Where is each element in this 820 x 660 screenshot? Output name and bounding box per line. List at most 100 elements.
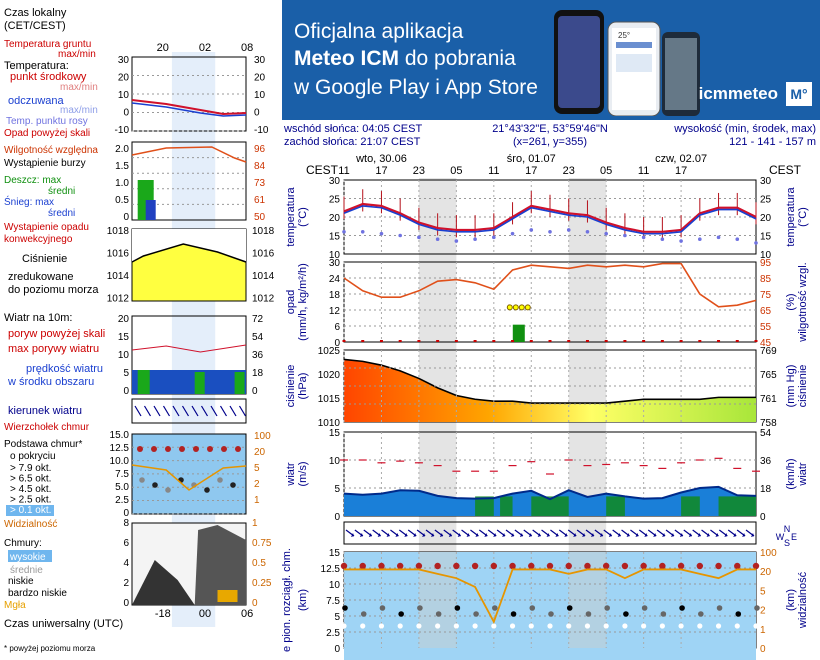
banner-brand: Meteo ICM (294, 47, 399, 70)
cloud-base-dot-18 (454, 605, 461, 611)
legend-top-tick-2: 08 (241, 42, 253, 54)
wind-arrowhead-6 (404, 533, 408, 537)
legend-vis-tick-0: 100 (254, 431, 271, 442)
legend-wind-tick-r-1: 54 (252, 332, 264, 343)
elevation-label: wysokość (min, środek, max) (673, 123, 816, 135)
cloud-base-dot-36 (566, 605, 573, 611)
compass-e: E (791, 532, 797, 542)
cloud-low-dot-48 (641, 623, 647, 629)
legend-wind-arrow-4 (172, 405, 180, 417)
legend-temp-tick-r-1: 20 (254, 73, 266, 84)
humidity-tick-right-3: 65 (760, 306, 772, 317)
dew-point-8 (492, 235, 496, 240)
hour-tick-1: 17 (375, 165, 387, 177)
wind-arrowhead-30 (617, 533, 621, 537)
legend-cloud-tick-6: 0 (123, 508, 129, 519)
day-label-1: wto, 30.06 (355, 153, 407, 165)
legend-clouds-tick-2: 4 (123, 558, 129, 569)
storm-marker-1 (512, 304, 519, 311)
cloud-top-dot-12 (415, 562, 423, 570)
cloud-tick-left-4: 5 (334, 612, 340, 623)
dew-point-11 (548, 230, 552, 234)
wind-arrowhead-36 (671, 533, 674, 537)
time-label-left: CEST (306, 163, 339, 177)
precip-tick-mark-57 (698, 340, 702, 342)
legend-visibility-line (131, 464, 247, 491)
temp-tick-left-4: 10 (329, 250, 341, 261)
cloud-low-dot-39 (584, 623, 591, 629)
cloud-axis-unit: (km) (297, 589, 309, 611)
wind-arrowhead-29 (608, 533, 612, 537)
legend-cloud-base-dot-2 (165, 487, 171, 493)
cloud-base-dot-33 (548, 611, 554, 617)
legend-cloud-top-dot-6 (221, 446, 227, 452)
legend-vis-tick-2: 5 (254, 463, 260, 474)
cloud-top-dot-54 (677, 562, 685, 570)
legend-visibility: Widzialność (4, 519, 57, 530)
dew-point-6 (454, 239, 459, 243)
legend-hum-line (131, 146, 247, 163)
compass-w: W (776, 532, 785, 542)
legend-precip-frame (131, 141, 247, 221)
dew-point-18 (679, 239, 683, 243)
precip-tick-left-4: 6 (334, 322, 340, 333)
legend-pres-tick-r-0: 1018 (252, 226, 275, 237)
cloud-top-dot-60 (715, 562, 722, 570)
cloud-low-dot-24 (491, 623, 497, 629)
dew-point-14 (604, 231, 608, 236)
panel-wind-dir-frame (343, 521, 757, 545)
temp-tick-left-0: 30 (329, 176, 341, 187)
precip-tick-mark-9 (398, 340, 402, 342)
pressure-tick-right-0: 769 (760, 346, 777, 357)
cloud-low-dot-51 (659, 623, 665, 629)
legend-precip-tick-3: 0.5 (115, 195, 129, 206)
cloud-base-dot-51 (660, 611, 667, 617)
visibility-line (344, 568, 756, 625)
legend-hum-tick-0: 96 (254, 144, 266, 155)
legend-top-tick-0: 20 (157, 42, 169, 54)
legend-vis-tick-1: 20 (254, 447, 266, 458)
cloud-top-dot-9 (396, 562, 404, 570)
cloud-low-dot-45 (622, 623, 628, 629)
dew-point-7 (473, 237, 477, 241)
logo-text: icmmeteo (698, 84, 778, 103)
app-banner[interactable]: Oficjalna aplikacja Meteo ICM do pobrani… (282, 0, 820, 120)
legend-pres-tick-l-2: 1014 (107, 271, 130, 282)
dew-point-0 (342, 230, 346, 234)
legend-humidity: Wilgotność względna (4, 145, 98, 156)
legend-hum-tick-2: 73 (254, 178, 266, 189)
wind-arrowhead-38 (688, 533, 692, 537)
precip-tick-mark-42 (604, 340, 608, 342)
legend-wind-tick-l-2: 10 (118, 350, 130, 361)
cloud-base-dot-60 (716, 605, 723, 611)
wind-arrowhead-44 (742, 533, 746, 537)
cloud-top-dot-57 (696, 562, 704, 570)
wind-green-block-3 (606, 496, 625, 516)
legend-cloud-base-dot-5 (204, 487, 210, 493)
legend-temp-tick-l-3: 0 (123, 108, 129, 119)
wind-arrowhead-8 (422, 533, 426, 537)
legend-pressure-top (132, 229, 246, 262)
pressure-axis-unit-right: (mm Hg) (785, 365, 797, 408)
legend-storm: Wystąpienie burzy (4, 158, 86, 169)
legend-cloud-tick-0: 15.0 (110, 430, 130, 441)
legend-wind-arrow-9 (219, 405, 228, 417)
storm-marker-0 (506, 304, 513, 311)
wind-tick-left-0: 15 (329, 428, 341, 439)
storm-marker-2 (518, 304, 525, 311)
wind-arrowhead-22 (546, 533, 550, 537)
legend-temp-tick-l-4: -10 (115, 125, 130, 136)
legend-okt-2: > 4.5 okt. (10, 484, 51, 495)
temp-tick-right-3: 15 (760, 232, 772, 243)
wind-axis-label-right: wiatr (797, 462, 809, 487)
wind-tick-right-3: 0 (760, 512, 766, 523)
cloud-base-dot-66 (754, 605, 760, 611)
legend-gust-line (131, 344, 247, 353)
legend-maxmin-a: max/min (58, 49, 96, 60)
humidity-tick-right-5: 45 (760, 338, 772, 349)
vis-tick-right-2: 5 (760, 586, 766, 597)
banner-line-1: Oficjalna aplikacja (294, 20, 464, 43)
wind-green-block-2 (531, 496, 569, 516)
legend-cloud-tick-3: 7.5 (115, 469, 129, 480)
legend-maxmin-b: max/min (60, 82, 98, 93)
